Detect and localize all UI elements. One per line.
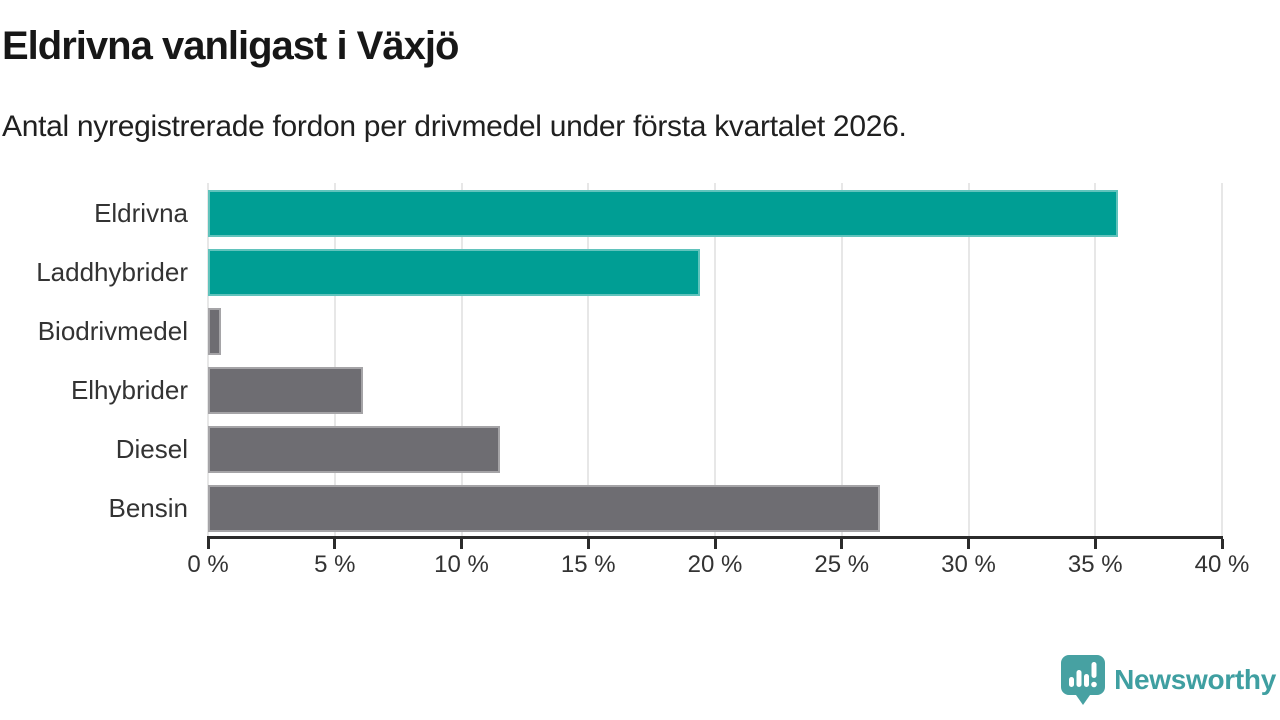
x-tick-label: 5 % <box>314 551 356 578</box>
x-tick-label: 25 % <box>814 551 870 578</box>
bar-diesel <box>208 426 500 473</box>
x-tick <box>840 539 844 549</box>
x-tick-label: 10 % <box>434 551 489 578</box>
y-label-laddhybrider: Laddhybrider <box>36 257 188 287</box>
x-tick <box>713 539 717 549</box>
x-axis-line <box>207 536 1223 539</box>
speech-bubble-bar-chart-icon <box>1061 655 1106 705</box>
gridline <box>1221 183 1223 537</box>
y-label-bensin: Bensin <box>108 493 189 523</box>
newsworthy-logo-text: Newsworthy <box>1114 664 1276 695</box>
y-label-elhybrider: Elhybrider <box>70 375 188 405</box>
newsworthy-logo: Newsworthy <box>1060 654 1276 706</box>
bar-elhybrider <box>208 367 363 414</box>
gridline <box>333 183 336 537</box>
bar-laddhybrider <box>208 249 700 296</box>
y-label-eldrivna: Eldrivna <box>94 198 188 228</box>
bar-bensin <box>208 485 880 532</box>
y-label-diesel: Diesel <box>115 434 188 464</box>
gridline <box>460 183 463 537</box>
x-tick-label: 40 % <box>1194 551 1250 578</box>
x-tick <box>206 539 210 549</box>
bar-eldrivna <box>208 190 1119 237</box>
gridline <box>714 183 716 537</box>
x-tick <box>1093 539 1097 549</box>
gridline <box>1094 183 1097 537</box>
x-tick-label: 30 % <box>941 551 996 578</box>
x-tick-label: 35 % <box>1067 551 1123 578</box>
page-subtitle: Antal nyregistrerade fordon per drivmede… <box>2 110 907 143</box>
x-tick-label: 15 % <box>560 551 616 578</box>
y-label-biodrivmedel: Biodrivmedel <box>37 316 188 346</box>
y-axis-labels: Eldrivna Laddhybrider Biodrivmedel Elhybrid… <box>0 183 192 537</box>
page-title: Eldrivna vanligast i Växjö <box>2 24 459 68</box>
x-tick-label: 0 % <box>187 551 229 578</box>
gridline <box>840 183 843 537</box>
gridline <box>587 183 590 537</box>
gridline <box>207 183 209 537</box>
bar-biodrivmedel <box>208 308 221 355</box>
x-tick-label: 20 % <box>687 551 743 578</box>
x-tick <box>1220 539 1224 549</box>
x-tick <box>460 539 463 549</box>
x-tick <box>586 539 590 549</box>
gridline <box>967 183 970 537</box>
x-tick <box>333 539 337 549</box>
x-tick <box>967 539 970 549</box>
plot-area <box>207 183 1223 537</box>
